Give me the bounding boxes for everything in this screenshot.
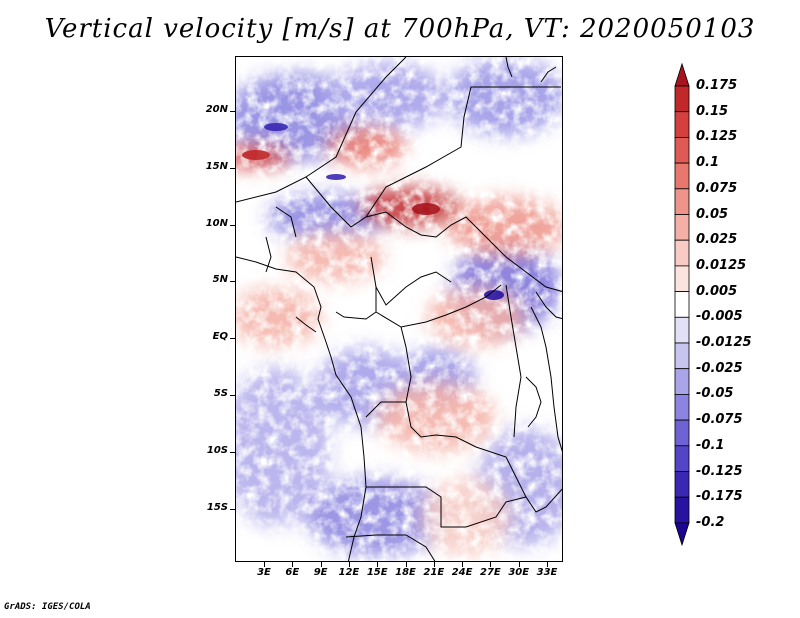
- colorbar-bin: [674, 188, 690, 215]
- colorbar-bin: [674, 214, 690, 241]
- colorbar-label: 0.075: [696, 180, 738, 196]
- colorbar-bin: [674, 368, 690, 395]
- lon-tick-label: 18E: [395, 567, 416, 578]
- lon-tick-mark: [292, 562, 294, 567]
- lat-tick-label: 15S: [206, 501, 228, 513]
- lon-tick-label: 21E: [423, 567, 445, 578]
- colorbar-label: -0.125: [696, 463, 743, 479]
- lat-tick-label: 5S: [213, 388, 228, 399]
- lon-tick-label: 3E: [257, 567, 271, 578]
- colorbar-label: -0.075: [696, 412, 743, 428]
- lat-tick-label: EQ: [212, 331, 228, 343]
- lat-tick-mark: [230, 167, 235, 169]
- lon-tick-label: 24E: [451, 567, 473, 578]
- lat-tick-mark: [230, 224, 235, 226]
- colorbar-bin: [674, 265, 690, 292]
- lat-tick-label: 5N: [212, 274, 228, 286]
- lon-tick-mark: [348, 562, 350, 567]
- colorbar-label: -0.0125: [696, 335, 752, 350]
- colorbar-bin: [674, 419, 690, 447]
- colorbar-bin: [674, 162, 690, 190]
- lat-tick-mark: [230, 451, 235, 453]
- colorbar-label: -0.2: [696, 514, 725, 530]
- lon-tick-mark: [377, 562, 379, 567]
- chart-title: Vertical velocity [m/s] at 700hPa, VT: 2…: [44, 14, 756, 44]
- lat-tick-mark: [230, 508, 235, 510]
- lon-tick-mark: [264, 562, 265, 567]
- colorbar-bin: [674, 85, 690, 113]
- colorbar-bin: [674, 316, 690, 344]
- colorbar-bin: [674, 445, 690, 472]
- credit-text: GrADS: IGES/COLA: [4, 602, 91, 612]
- lon-tick-label: 30E: [508, 567, 530, 578]
- colorbar-bin: [674, 239, 690, 267]
- lon-tick-label: 9E: [313, 567, 328, 578]
- colorbar-bin: [674, 471, 690, 498]
- lon-tick-label: 27E: [480, 567, 501, 578]
- lon-tick-label: 12E: [338, 567, 360, 578]
- lon-tick-mark: [462, 562, 464, 567]
- lat-tick-label: 10S: [206, 444, 228, 456]
- colorbar-bin: [674, 496, 690, 524]
- lon-tick-label: 33E: [536, 567, 558, 578]
- colorbar-bin: [674, 62, 690, 87]
- colorbar-label: 0.025: [696, 232, 738, 248]
- colorbar-label: 0.175: [696, 78, 738, 93]
- lat-tick-mark: [230, 111, 235, 112]
- colorbar-label: 0.0125: [696, 257, 747, 273]
- colorbar-bin: [674, 111, 690, 138]
- lat-tick-mark: [230, 338, 235, 340]
- colorbar-label: -0.1: [696, 437, 725, 453]
- lon-tick-mark: [433, 562, 435, 567]
- lon-tick-mark: [518, 562, 520, 567]
- colorbar-label: -0.05: [696, 386, 734, 402]
- vertical-velocity-field: [236, 57, 562, 561]
- lat-tick-mark: [230, 395, 235, 396]
- lat-tick-label: 15N: [205, 160, 228, 172]
- colorbar-label: -0.175: [696, 489, 743, 505]
- lon-tick-mark: [320, 562, 322, 567]
- colorbar-label: 0.05: [696, 206, 729, 222]
- colorbar-bin: [674, 291, 690, 318]
- lon-tick-label: 6E: [285, 567, 300, 578]
- colorbar-label: -0.025: [696, 360, 743, 376]
- lon-tick-mark: [490, 562, 492, 567]
- colorbar-bin: [674, 393, 690, 421]
- lat-tick-label: 20N: [205, 104, 228, 115]
- colorbar-label: 0.1: [696, 155, 720, 171]
- lon-tick-mark: [547, 562, 548, 567]
- colorbar-bin: [674, 342, 690, 370]
- lat-tick-label: 10N: [205, 217, 228, 229]
- colorbar-bin: [674, 522, 690, 547]
- lon-tick-mark: [405, 562, 407, 567]
- colorbar-label: 0.005: [696, 283, 738, 299]
- colorbar-label: 0.125: [696, 129, 738, 145]
- colorbar-label: 0.15: [696, 103, 729, 119]
- lat-tick-mark: [230, 281, 235, 283]
- colorbar-label: -0.005: [696, 309, 743, 325]
- colorbar-bin: [674, 136, 690, 164]
- lon-tick-label: 15E: [366, 567, 388, 578]
- country-borders: [236, 57, 562, 561]
- map-panel: [235, 56, 563, 562]
